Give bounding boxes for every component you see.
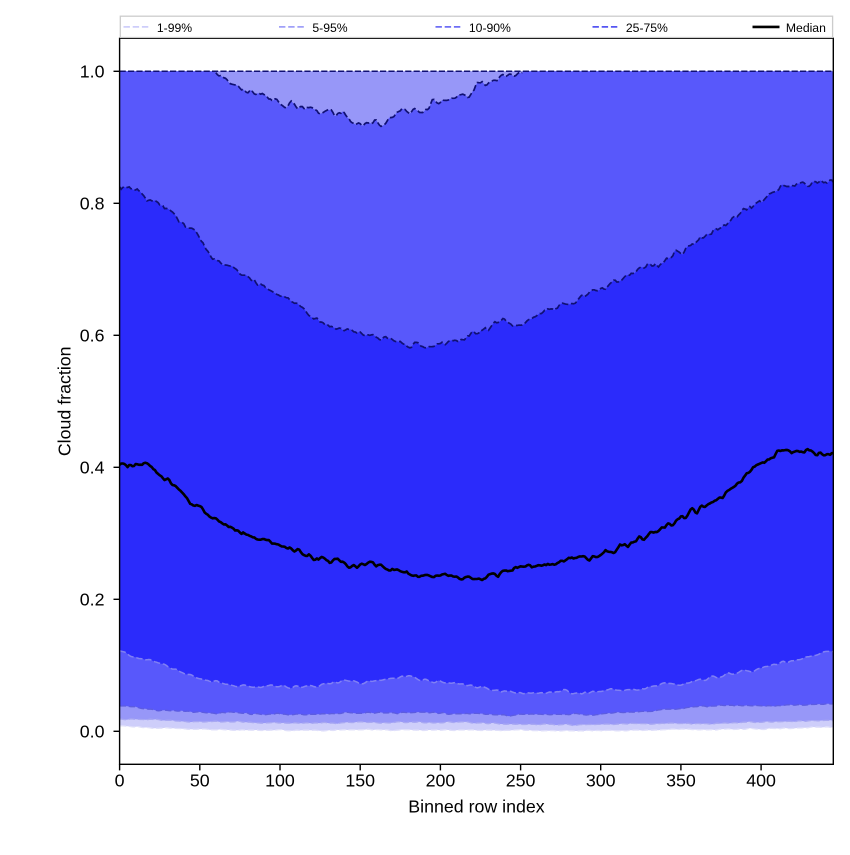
svg-text:400: 400 (746, 771, 776, 791)
svg-text:250: 250 (506, 771, 536, 791)
svg-text:Median: Median (786, 21, 826, 35)
svg-text:100: 100 (265, 771, 295, 791)
svg-text:Binned row index: Binned row index (408, 797, 545, 817)
svg-text:0.8: 0.8 (80, 194, 105, 214)
svg-text:350: 350 (666, 771, 696, 791)
svg-text:0: 0 (115, 771, 125, 791)
svg-text:200: 200 (426, 771, 456, 791)
svg-text:50: 50 (190, 771, 210, 791)
svg-text:1-99%: 1-99% (157, 21, 192, 35)
svg-text:150: 150 (345, 771, 375, 791)
svg-text:25-75%: 25-75% (626, 21, 668, 35)
svg-text:0.2: 0.2 (80, 590, 105, 610)
svg-text:Cloud fraction: Cloud fraction (55, 346, 75, 456)
svg-text:300: 300 (586, 771, 616, 791)
svg-text:1.0: 1.0 (80, 62, 105, 82)
svg-text:0.0: 0.0 (80, 722, 105, 742)
svg-text:0.6: 0.6 (80, 326, 105, 346)
svg-text:0.4: 0.4 (80, 458, 105, 478)
svg-text:5-95%: 5-95% (312, 21, 347, 35)
svg-text:10-90%: 10-90% (469, 21, 511, 35)
